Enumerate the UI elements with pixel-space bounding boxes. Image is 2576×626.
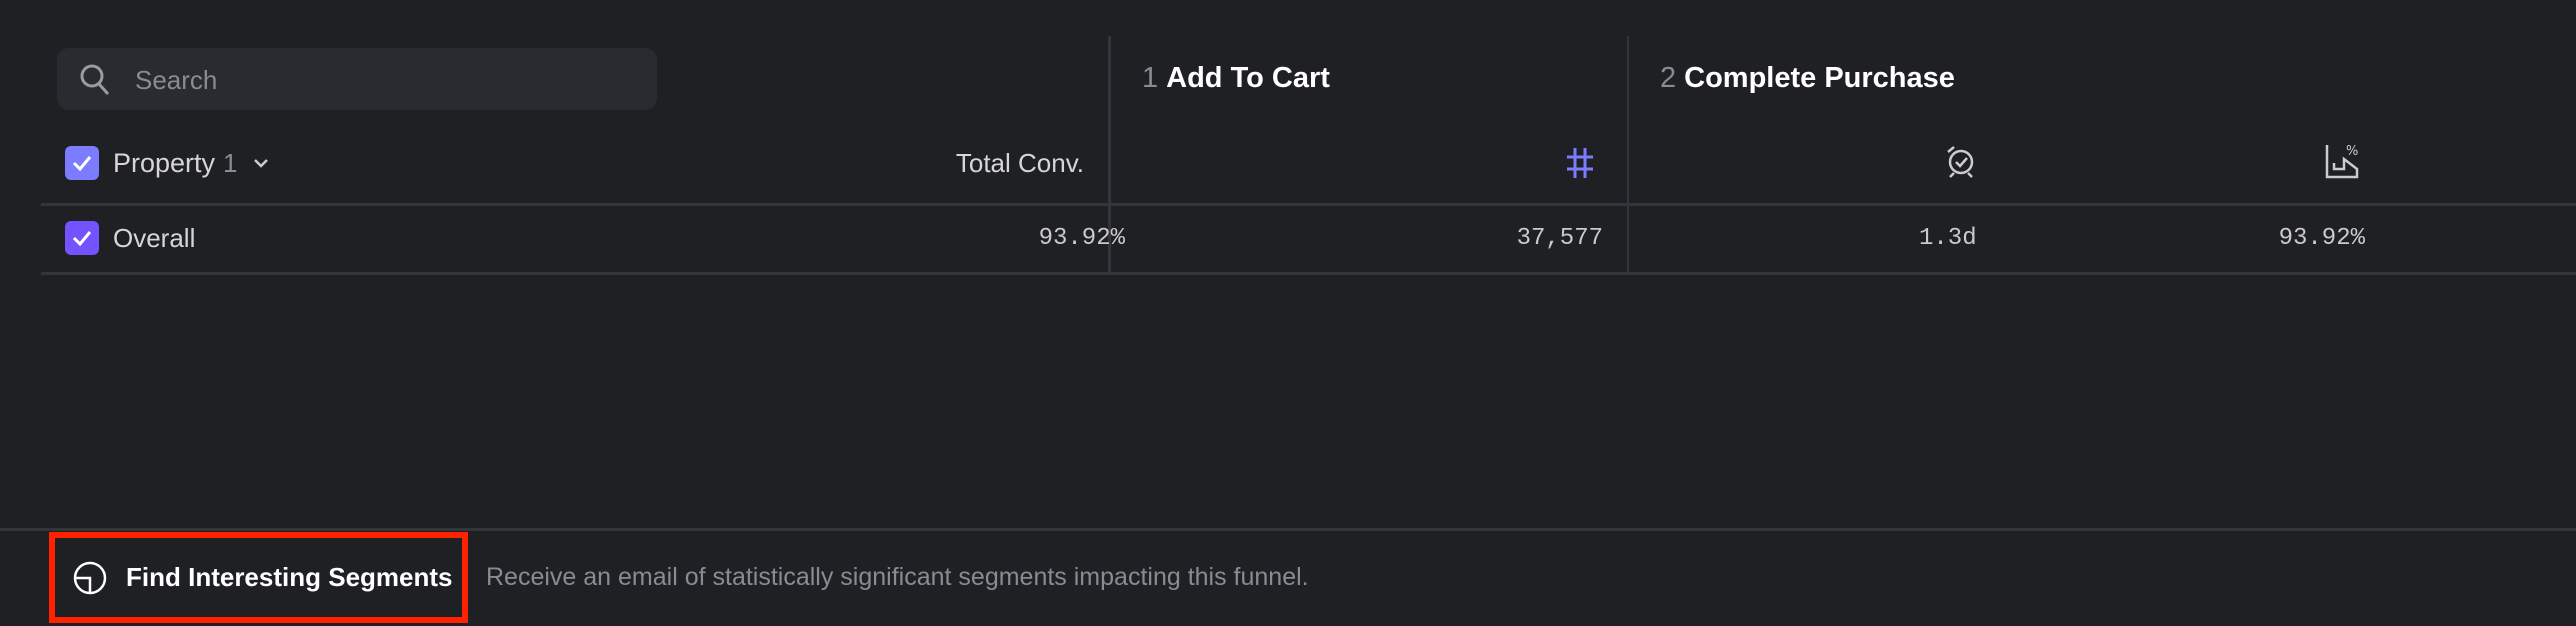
total-conv-header: Total Conv. [955,148,1084,178]
hash-icon[interactable] [1564,146,1596,180]
property-count: 1 [223,147,238,178]
search-icon [80,64,110,96]
step2-conv-value: 93.92% [2278,225,2365,252]
clock-check-icon[interactable] [1944,144,1978,180]
check-icon [72,156,92,171]
conversion-chart-icon[interactable]: % [2324,143,2360,179]
step-header-2: 2 Complete Purchase [1660,62,1955,94]
row-label: Overall [113,222,196,253]
header-divider [41,203,2576,206]
property-label: Property [113,147,216,178]
row-checkbox[interactable] [65,221,99,255]
total-conv-value: 93.92% [1038,225,1125,252]
search-input[interactable] [133,48,637,112]
step1-count-value: 37,577 [1516,225,1603,252]
footer-divider [0,528,2576,531]
step-header-1: 1 Add To Cart [1142,62,1330,94]
button-label: Find Interesting Segments [126,562,453,592]
select-all-checkbox[interactable] [65,146,99,180]
chevron-down-icon[interactable] [252,157,270,169]
column-divider [1627,36,1629,273]
table-row[interactable]: Overall 93.92% 37,577 1.3d 93.92% [41,206,2576,272]
find-interesting-segments-button[interactable]: Find Interesting Segments [49,532,468,623]
check-icon [72,231,92,246]
property-header[interactable]: Property 1 [65,146,270,180]
footer-description: Receive an email of statistically signif… [486,563,1309,591]
step2-time-value: 1.3d [1919,225,1977,252]
search-box[interactable] [57,48,657,112]
column-divider [1108,36,1111,273]
row-divider [41,272,2576,275]
svg-text:%: % [2346,144,2358,159]
segments-icon [73,561,107,594]
